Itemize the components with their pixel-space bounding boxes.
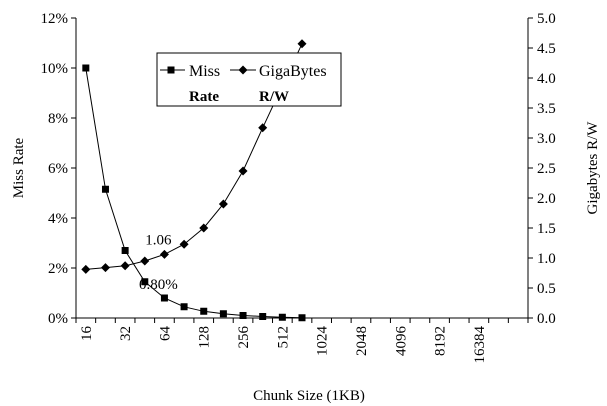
y2-tick-label: 0.0 [537,311,556,327]
gigabytes-point [159,249,169,259]
gigabytes-point [120,261,130,271]
gigabytes-point [297,39,307,49]
x-tick-label: 256 [236,326,252,349]
gigabytes-point [100,263,110,273]
y-tick-label: 10% [41,61,69,77]
x-tick-label: 16 [79,326,95,342]
y2-tick-label: 5.0 [537,11,556,27]
miss-rate-point [160,294,168,302]
x-tick-label: 128 [197,326,213,349]
y2-axis-title: Gigabytes R/W [585,121,601,215]
y-tick-label: 8% [48,111,68,127]
miss-rate-point [141,278,149,286]
gigabytes-point [140,256,150,266]
y-tick-label: 2% [48,261,68,277]
y2-tick-label: 0.5 [537,281,556,297]
legend-miss-label-2: Rate [189,89,219,105]
x-tick-label: 16384 [472,326,488,364]
gigabytes-point [258,123,268,133]
x-tick-label: 2048 [354,326,370,356]
legend-giga-label: GigaBytes [259,63,327,80]
y-tick-label: 4% [48,211,68,227]
miss-rate-point [278,313,286,321]
legend: Miss Rate GigaBytes R/W [156,52,342,107]
y2-tick-label: 4.0 [537,71,556,87]
y2-tick-label: 1.5 [537,221,556,237]
miss-rate-point [219,310,227,318]
x-tick-label: 4096 [393,326,409,357]
plot-area: 0% 2% 4% 6% 8% 10% 12% 0.0 0.5 1.0 1.5 2.0 2.5 3.0 3.5… [41,11,556,364]
y2-tick-label: 3.5 [537,101,556,117]
y-tick-label: 0% [48,311,68,327]
legend-miss-marker [167,66,175,74]
annotation-gigabytes-value: 1.06 [145,232,172,248]
y-tick-label: 6% [48,161,68,177]
y-tick-label: 12% [41,11,69,27]
miss-rate-point [101,185,109,193]
miss-rate-point [259,313,267,320]
gigabytes-point [238,166,248,176]
x-tick-label: 1024 [315,326,331,357]
legend-giga-label-2: R/W [259,89,289,105]
miss-rate-point [121,247,129,254]
y2-tick-label: 2.5 [537,161,556,177]
y-axis-title: Miss Rate [11,137,27,198]
miss-rate-point [82,64,90,72]
miss-rate-point [298,314,306,322]
gigabytes-point [81,264,91,274]
gigabytes-point [218,199,228,209]
annotation-miss-rate-value: 0.80% [139,277,178,293]
x-tick-label: 64 [157,326,173,342]
y2-tick-label: 1.0 [537,251,556,267]
x-tick-label: 8192 [433,326,449,356]
gigabytes-point [199,223,209,233]
legend-miss-label: Miss [189,63,220,80]
y2-tick-label: 2.0 [537,191,556,207]
gigabytes-point [179,239,189,249]
miss-rate-point [239,312,247,319]
legend-box [156,52,342,107]
y2-tick-label: 4.5 [537,41,556,57]
miss-rate-point [200,307,208,315]
x-tick-label: 512 [275,326,291,349]
legend-giga-marker [238,65,248,75]
x-tick-label: 32 [118,326,134,341]
miss-rate-point [180,303,188,311]
y2-tick-label: 3.0 [537,131,556,147]
x-axis-title: Chunk Size (1KB) [253,388,365,404]
